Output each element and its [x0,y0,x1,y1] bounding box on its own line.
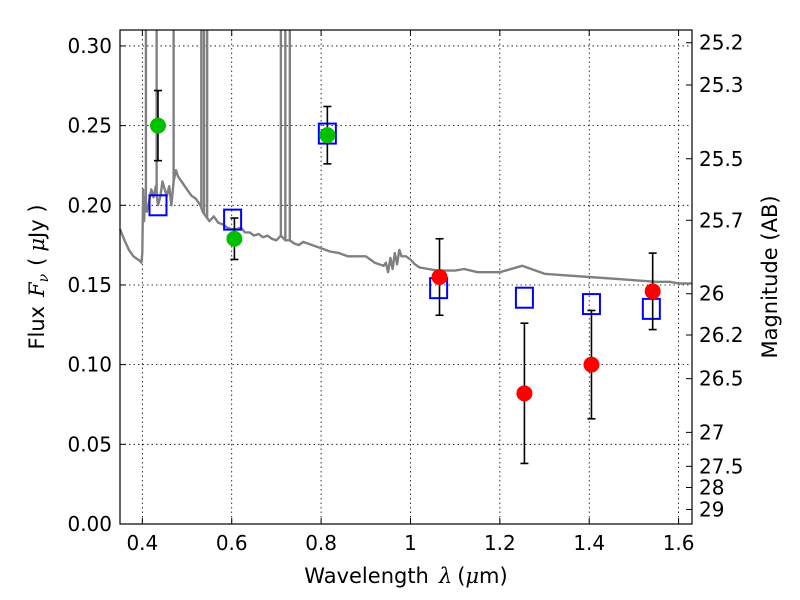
y-tick-label: 0.30 [67,34,112,58]
y-tick-label: 0.20 [67,193,112,217]
y-tick-label: 0.00 [67,512,112,536]
y-tick-label: 0.15 [67,273,112,297]
measured-flux-point [644,283,661,300]
x-tick-label: 1 [404,531,417,555]
y-tick-label: 0.05 [67,432,112,456]
y2-tick-label: 27.5 [699,454,744,478]
y-axis-label: FluxFν(μJy ) [25,204,52,349]
plot-frame [119,29,693,525]
y2-axis-label: Magnitude (AB) [758,195,782,358]
x-tick-label: 0.4 [126,531,158,555]
measured-flux-point [319,127,336,144]
y2-tick-label: 25.5 [699,147,744,171]
y2-tick-label: 27 [699,420,724,444]
model-photometry-square [148,194,168,217]
axis-ticks: 0.4 0.6 0.8 1 1.2 1.4 1.6 0.00 0.05 0.10 0.15 0.20 0… [67,30,744,555]
y2-tick-label: 26 [699,282,724,306]
model-photometry-square [223,208,243,231]
measured-flux-point [583,356,600,373]
measured-flux-point [516,385,533,402]
x-tick-label: 1.2 [484,531,516,555]
x-tick-label: 1.4 [573,531,605,555]
y2-tick-label: 25.7 [699,208,744,232]
y2-tick-label: 28 [699,476,724,500]
y2-tick-label: 25.2 [699,31,744,55]
model-spectrum [118,30,692,285]
y-tick-label: 0.25 [67,114,112,138]
x-tick-label: 0.6 [216,531,248,555]
x-axis-label: Wavelength λ (μm) [304,564,507,588]
model-photometry-square [514,286,534,309]
x-tick-label: 0.8 [305,531,337,555]
y-tick-label: 0.10 [67,353,112,377]
x-tick-label: 1.6 [663,531,695,555]
measured-flux-point [431,269,448,285]
measured-flux-point [226,230,243,247]
y2-tick-label: 25.3 [699,73,744,97]
y2-tick-label: 26.5 [699,367,744,391]
y2-tick-label: 29 [699,497,724,521]
y2-tick-label: 26.2 [699,323,744,347]
measured-flux-point [149,117,166,134]
data-markers [148,89,661,465]
